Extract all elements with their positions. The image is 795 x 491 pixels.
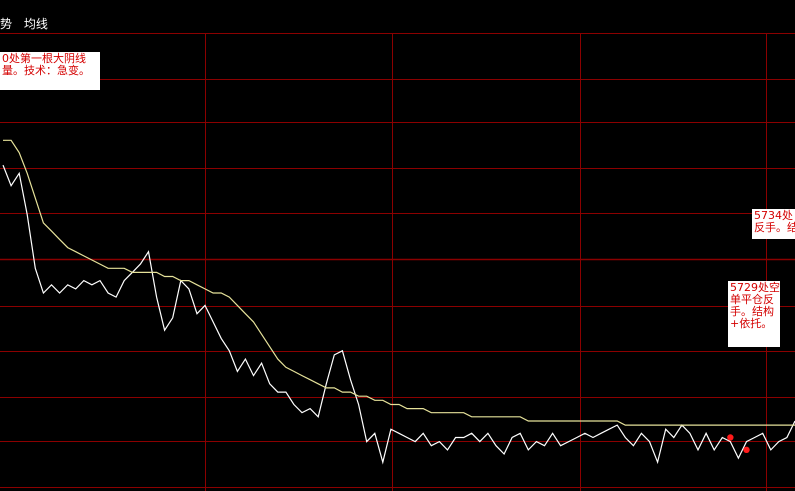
legend-item-average-line: 均线 xyxy=(23,17,48,31)
annotation-big-bearish-candle: 0处第一根大阴线 量。技术：急变。 xyxy=(0,52,100,90)
trade-marker xyxy=(727,434,734,441)
chart-grid xyxy=(0,33,795,491)
legend-item-trend: 势 xyxy=(0,17,13,31)
chart-legend: 势 均线 xyxy=(0,15,56,32)
annotation-5729-close-reverse: 5729处空 单平仓反 手。结构 +依托。 xyxy=(728,281,780,347)
annotation-5734-reverse: 5734处 反手。结 xyxy=(752,209,795,239)
average-line xyxy=(3,139,795,426)
chart-series xyxy=(2,139,795,465)
chart-markers xyxy=(727,434,750,454)
trade-marker xyxy=(743,446,750,454)
price-line xyxy=(2,164,795,465)
